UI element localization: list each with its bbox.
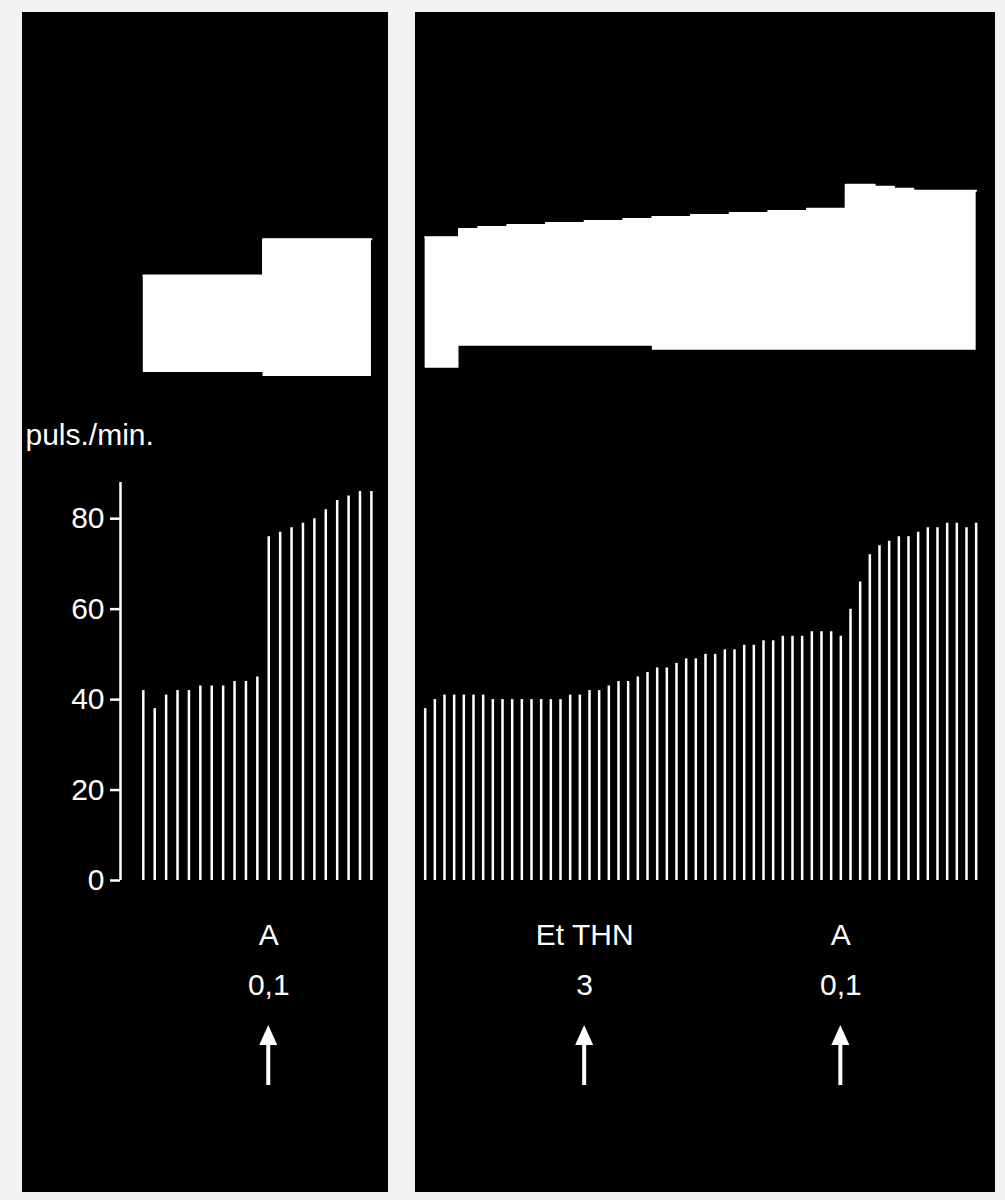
svg-text:40: 40 xyxy=(71,682,104,715)
svg-text:20: 20 xyxy=(71,773,104,806)
svg-text:A: A xyxy=(259,918,279,951)
svg-text:A: A xyxy=(831,918,851,951)
svg-text:80: 80 xyxy=(71,501,104,534)
svg-text:0: 0 xyxy=(88,863,105,896)
svg-text:3: 3 xyxy=(576,968,593,1001)
svg-text:60: 60 xyxy=(71,592,104,625)
svg-text:0,1: 0,1 xyxy=(248,968,290,1001)
svg-text:puls./min.: puls./min. xyxy=(26,418,154,451)
svg-text:Et THN: Et THN xyxy=(536,918,634,951)
svg-text:0,1: 0,1 xyxy=(820,968,862,1001)
